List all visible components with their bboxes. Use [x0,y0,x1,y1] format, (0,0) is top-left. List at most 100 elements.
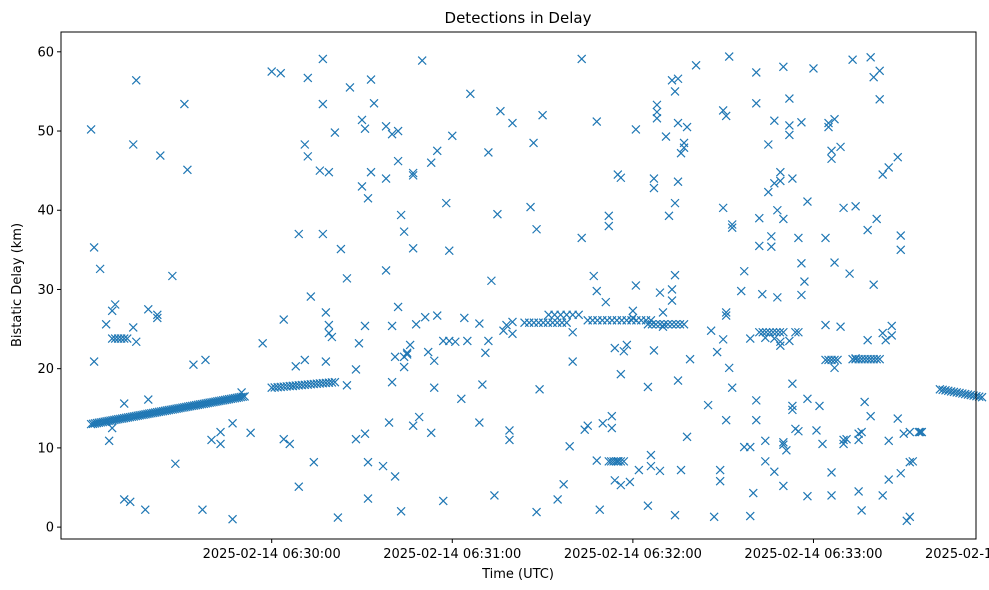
data-point [276,68,286,78]
data-point [727,383,737,393]
data-point [447,131,457,141]
data-point [601,297,611,307]
data-point [393,302,403,312]
data-point [830,363,839,373]
data-point [760,333,770,343]
data-point [652,107,662,117]
data-point [682,432,692,442]
data-point [357,182,367,191]
data-point [315,166,325,176]
data-point [866,52,876,62]
data-point [402,348,412,358]
data-point [863,335,873,345]
data-point [857,506,867,515]
data-point [830,114,839,124]
data-point [661,132,671,141]
data-point [821,233,830,243]
data-point [718,334,728,344]
data-point [905,512,915,522]
data-point [793,327,803,337]
data-point [607,423,617,433]
data-point [884,163,894,172]
data-point [381,266,391,275]
data-point [824,122,833,132]
data-point [303,73,313,83]
data-point [562,318,572,328]
data-point [228,418,237,428]
data-point [787,174,797,183]
data-point [974,392,984,402]
data-point [652,113,662,123]
data-point [803,491,812,501]
data-point [535,384,544,394]
data-point [769,178,779,188]
data-point [336,244,346,254]
x-tick-label: 2025-02-14 06:30:00 [203,547,341,562]
y-tick-label: 30 [37,283,54,298]
data-point [119,399,129,408]
data-point [393,126,403,136]
data-point [351,365,361,374]
data-point [778,214,788,224]
data-point [670,86,680,96]
data-point [775,167,785,177]
data-point [775,176,785,186]
data-point [673,74,683,84]
data-point [207,435,216,445]
data-point [411,319,421,329]
data-point [360,429,370,439]
data-point [769,467,779,477]
data-point [676,148,686,158]
data-point [595,505,605,515]
data-point [408,170,418,180]
data-point [902,516,912,526]
data-point [321,308,331,317]
data-point [643,382,653,392]
data-point [140,505,150,515]
data-point [878,491,888,500]
data-point [86,125,96,134]
x-tick-label: 2025-02-14 06:34:00 [925,547,989,562]
data-point [718,106,728,115]
data-point [667,296,677,305]
data-point [857,427,867,437]
x-axis-ticks: 2025-02-14 06:30:00 2025-02-14 06:31:00 20… [203,539,989,562]
data-point [881,335,891,345]
data-point [246,428,256,438]
data-point [745,442,755,452]
data-point [842,434,852,444]
y-tick-label: 50 [37,125,54,140]
data-point [673,118,683,128]
data-point [592,286,602,296]
data-point [300,355,310,365]
data-point [357,115,367,125]
data-point [420,312,430,322]
data-point [745,334,755,344]
data-point [917,427,927,437]
data-point [875,354,885,364]
data-point [592,456,602,465]
data-point [682,122,692,132]
data-point [342,380,352,390]
y-axis-label: Bistatic Delay (km) [10,223,25,347]
data-point [709,512,719,522]
data-point [839,435,848,445]
data-point [342,273,352,283]
data-point [324,167,334,177]
data-point [685,354,695,364]
data-point [565,441,575,451]
data-point [131,337,141,347]
data-point [866,411,876,421]
y-tick-label: 20 [37,362,54,377]
data-point [408,168,418,178]
data-point [493,209,502,219]
y-axis-ticks: 0 10 20 30 40 50 60 [37,45,61,536]
data-point [659,319,669,329]
data-point [721,308,731,317]
data-point [330,128,340,138]
data-point [119,494,129,504]
data-point [676,465,686,475]
data-point [778,62,788,72]
data-point [628,306,638,316]
data-point [896,468,906,478]
